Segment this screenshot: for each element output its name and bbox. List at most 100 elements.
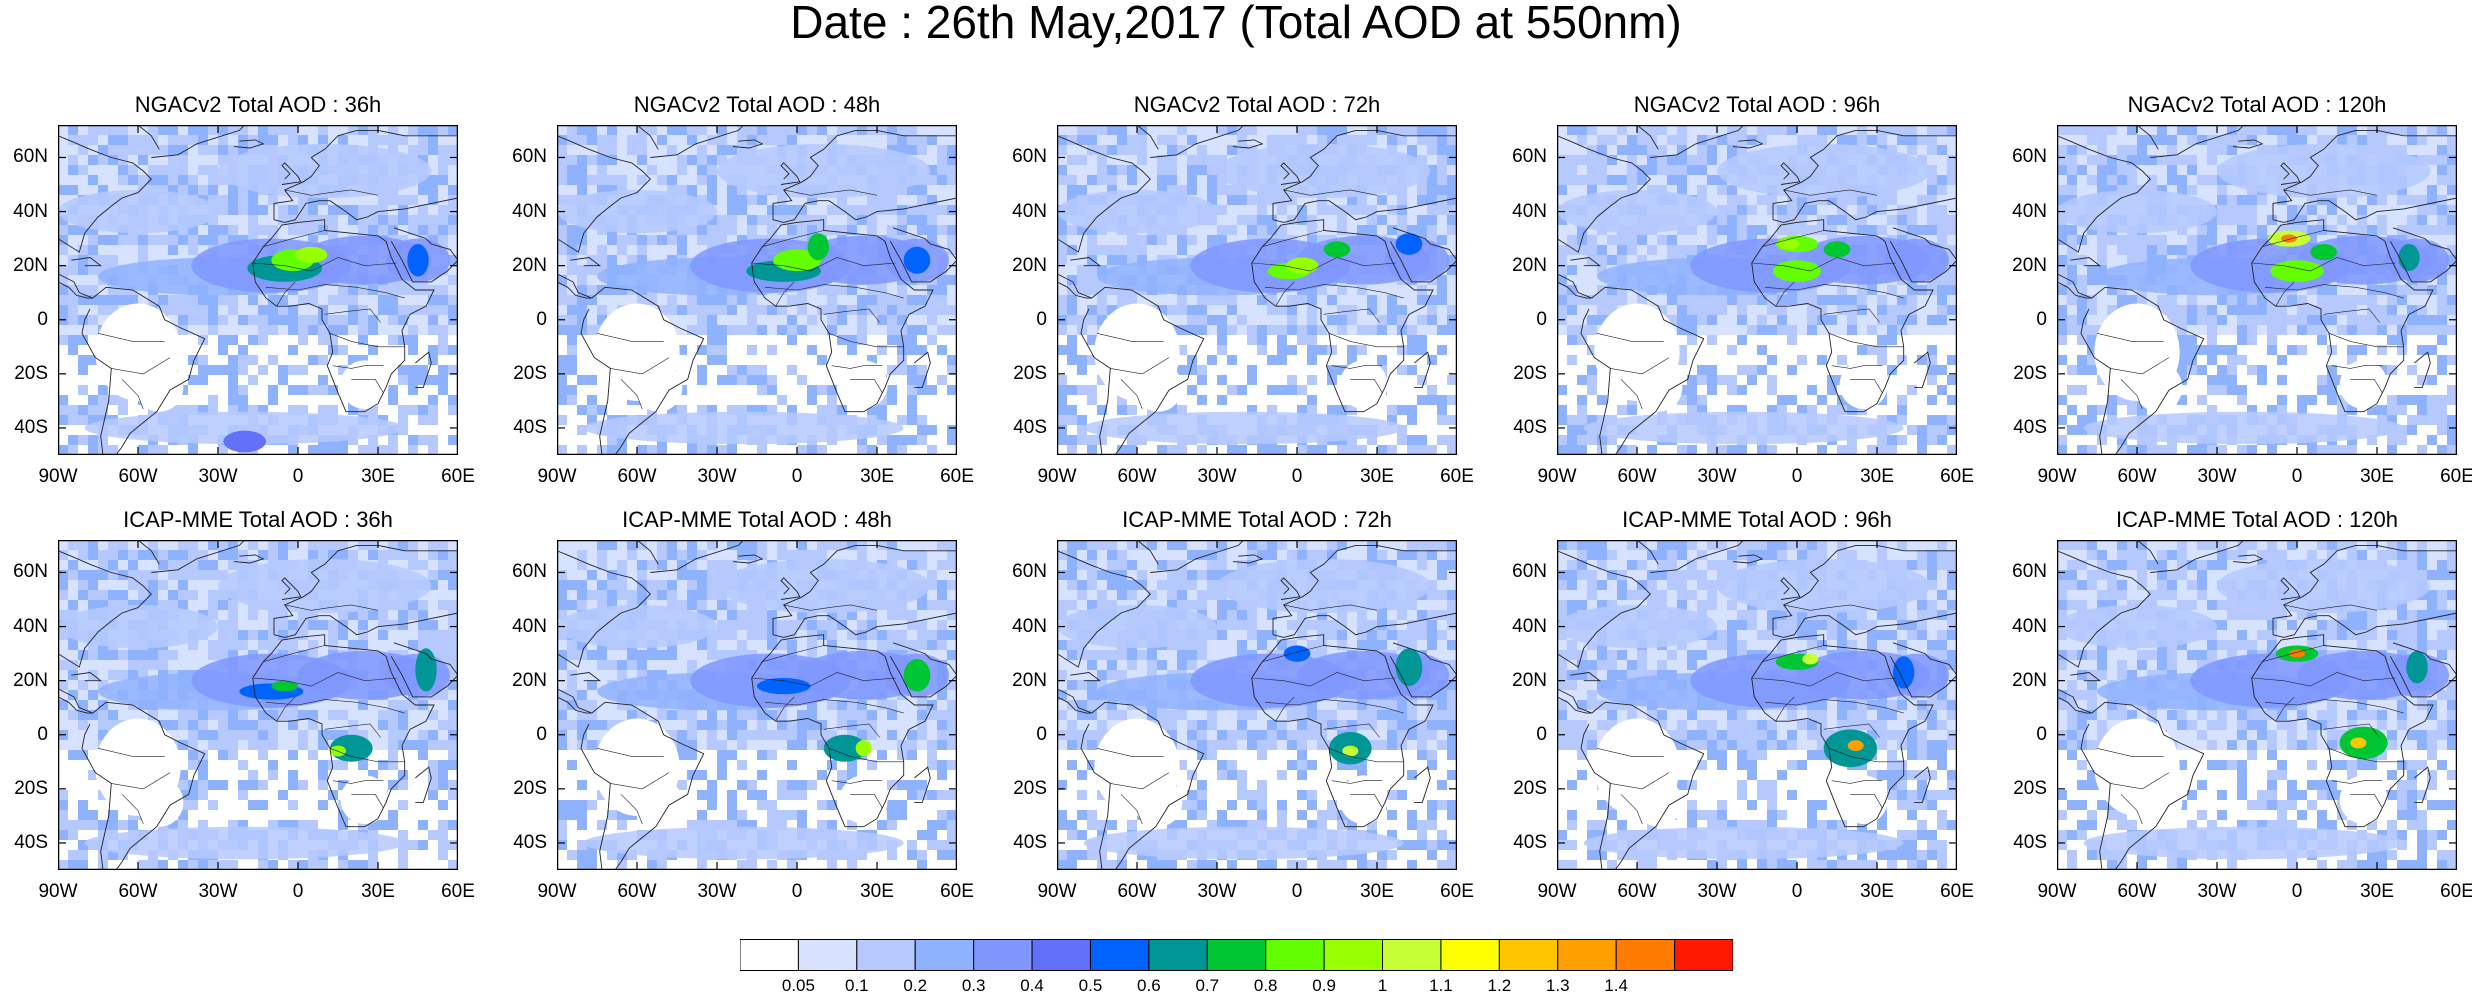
coastline-britain xyxy=(2280,577,2301,600)
lat-tick-label: 20S xyxy=(2013,777,2047,799)
coastline-caribbean xyxy=(570,672,602,682)
coastline-samerica xyxy=(2080,701,2205,870)
country-border xyxy=(1096,748,1164,757)
lat-tick-label: 0 xyxy=(536,723,547,745)
coastline-centralam xyxy=(1557,273,1592,299)
coastline-europe xyxy=(1772,129,1957,223)
country-border xyxy=(1275,281,1295,307)
coastline-madagascar xyxy=(1914,766,1931,803)
lat-tick-label: 20N xyxy=(2012,669,2047,691)
coastlines xyxy=(58,540,458,870)
coastline-madagascar xyxy=(1414,766,1431,803)
panel-title: ICAP-MME Total AOD : 72h xyxy=(1122,507,1392,532)
country-border xyxy=(2264,699,2404,714)
coastlines xyxy=(2057,540,2457,870)
country-border xyxy=(764,284,904,299)
coastline-centralam xyxy=(1057,688,1092,714)
country-border xyxy=(1264,284,1404,299)
coastline-britain xyxy=(780,577,801,600)
colorbar-label: 0.6 xyxy=(1137,976,1161,995)
colorbar-swatch xyxy=(856,939,916,971)
colorbar-swatch xyxy=(1498,939,1559,971)
aod-map xyxy=(58,125,458,455)
country-border xyxy=(831,365,883,369)
aod-map xyxy=(1557,125,1957,455)
country-border xyxy=(1251,672,1396,687)
lat-tick-label: 40S xyxy=(2013,416,2047,438)
coastline-samerica xyxy=(1080,286,1205,455)
lon-tick-label: 30E xyxy=(1860,466,1894,487)
map-panel: NGACv2 Total AOD : 72h 60N 40N 20N 0 20S 40S 90… xyxy=(1012,92,1474,487)
map-panel: ICAP-MME Total AOD : 36h 60N 40N 20N 0 20S 40S… xyxy=(13,507,475,902)
country-border xyxy=(2283,189,2378,196)
country-border xyxy=(1831,780,1883,784)
country-border xyxy=(1328,333,1404,348)
country-border xyxy=(1596,748,1664,757)
colorbar-swatch xyxy=(1148,939,1208,971)
country-border xyxy=(329,333,405,348)
coastline-iceland xyxy=(233,139,265,149)
coastline-samerica xyxy=(1580,286,1705,455)
map-frame xyxy=(58,125,458,455)
country-border xyxy=(823,308,880,323)
country-border xyxy=(850,794,883,808)
coastline-africa xyxy=(751,219,934,413)
lat-tick-label: 20N xyxy=(1512,669,1547,691)
lat-tick-label: 20N xyxy=(512,254,547,276)
aod-map xyxy=(58,540,458,870)
country-border xyxy=(764,699,904,714)
country-border xyxy=(1620,379,1643,410)
lon-tick-label: 60W xyxy=(118,466,158,487)
lat-tick-label: 60N xyxy=(1512,146,1547,168)
lat-tick-label: 40S xyxy=(1513,416,1547,438)
country-border xyxy=(284,189,379,196)
coastline-samerica xyxy=(81,701,206,870)
map-frame xyxy=(1057,125,1457,455)
country-border xyxy=(783,604,878,611)
country-border xyxy=(121,379,144,410)
country-border xyxy=(351,794,384,808)
coastline-caribbean xyxy=(2070,672,2102,682)
country-border xyxy=(252,257,397,272)
lat-tick-label: 40S xyxy=(1513,831,1547,853)
lat-tick-label: 0 xyxy=(37,308,48,330)
coastline-europe xyxy=(772,544,957,638)
lon-tick-label: 60E xyxy=(1940,881,1974,902)
map-panel: ICAP-MME Total AOD : 96h 60N 40N 20N 0 20S 40S… xyxy=(1512,507,1974,902)
lon-tick-label: 90W xyxy=(1537,466,1577,487)
map-panel: ICAP-MME Total AOD : 48h 60N 40N 20N 0 20S 40S… xyxy=(512,507,974,902)
panel-title: ICAP-MME Total AOD : 36h xyxy=(123,507,393,532)
map-frame xyxy=(557,540,957,870)
country-border xyxy=(1850,379,1883,393)
coastline-greenland xyxy=(1136,125,1245,158)
colorbar-label: 0.4 xyxy=(1020,976,1044,995)
coastline-iceland xyxy=(1732,554,1764,564)
aod-map xyxy=(557,540,957,870)
lon-tick-label: 60W xyxy=(1117,466,1157,487)
country-border xyxy=(1783,189,1878,196)
country-border xyxy=(263,230,325,247)
coastline-britain xyxy=(1280,577,1301,600)
country-border xyxy=(284,604,379,611)
country-border xyxy=(2350,794,2383,808)
aod-map xyxy=(557,125,957,455)
coastline-centralam xyxy=(58,273,93,299)
coastline-caribbean xyxy=(1070,672,1102,682)
country-border xyxy=(775,696,795,722)
coastline-caribbean xyxy=(71,672,103,682)
lat-tick-label: 40N xyxy=(1012,615,1047,637)
country-border xyxy=(596,333,664,342)
colorbar-swatch xyxy=(1323,939,1384,971)
panel-title: ICAP-MME Total AOD : 120h xyxy=(2115,507,2399,532)
lon-tick-label: 90W xyxy=(1537,881,1577,902)
lon-tick-label: 60W xyxy=(617,466,657,487)
lat-tick-label: 40N xyxy=(512,200,547,222)
lat-tick-label: 40N xyxy=(1512,200,1547,222)
country-border xyxy=(2331,365,2383,369)
coastline-africa xyxy=(1251,219,1434,413)
country-border xyxy=(2262,230,2324,247)
lat-tick-label: 20N xyxy=(1012,254,1047,276)
panel-title: ICAP-MME Total AOD : 48h xyxy=(622,507,892,532)
lon-tick-label: 30W xyxy=(1197,881,1237,902)
coastlines xyxy=(2057,125,2457,455)
